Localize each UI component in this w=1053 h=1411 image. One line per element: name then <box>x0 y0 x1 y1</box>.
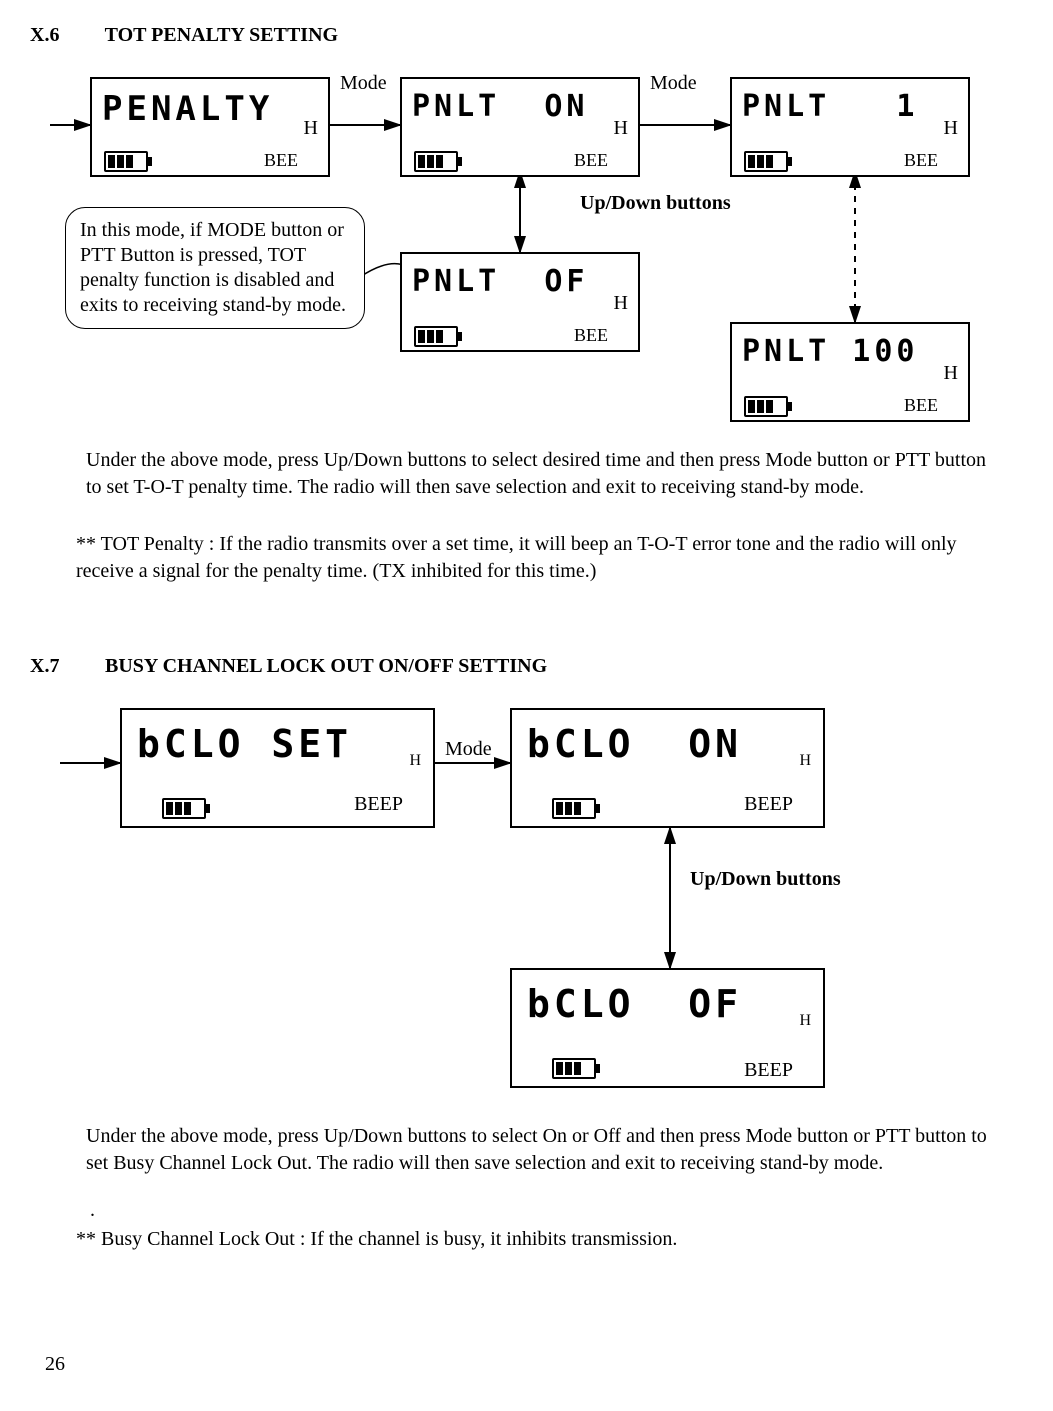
section-x7-number: X.7 <box>30 655 100 678</box>
mode-label-1: Mode <box>340 72 387 95</box>
lcd-bclo-on: bCLO ON H BEEP <box>510 708 825 828</box>
lcd-pnlt-100-h: H <box>944 362 958 385</box>
section-x6-heading: X.6 TOT PENALTY SETTING <box>30 24 1023 47</box>
lcd-pnlt-on-h: H <box>614 117 628 140</box>
updown-label-x7: Up/Down buttons <box>690 868 841 891</box>
mode-label-x7: Mode <box>445 738 492 761</box>
section-x7-heading: X.7 BUSY CHANNEL LOCK OUT ON/OFF SETTING <box>30 655 1023 678</box>
battery-icon <box>162 798 206 819</box>
note-x7: ** Busy Channel Lock Out : If the channe… <box>76 1226 993 1253</box>
lcd-bclo-set-sub: BEEP <box>354 793 403 816</box>
para-x6-1: Under the above mode, press Up/Down butt… <box>86 447 993 501</box>
battery-icon <box>104 151 148 172</box>
lcd-penalty-text: PENALTY <box>102 89 273 129</box>
diagram-x7: bCLO SET H BEEP Mode bCLO ON H BEEP Up/D… <box>30 698 1023 1098</box>
lcd-bclo-on-sub: BEEP <box>744 793 793 816</box>
lcd-bclo-of-sub: BEEP <box>744 1059 793 1082</box>
lcd-pnlt-of-text: PNLT OF <box>412 264 589 299</box>
mode-label-2: Mode <box>650 72 697 95</box>
lcd-pnlt-on-sub: BEE <box>574 150 608 171</box>
lcd-pnlt-of-sub: BEE <box>574 325 608 346</box>
lcd-bclo-of-text: bCLO OF <box>527 982 742 1026</box>
para-x7-1: Under the above mode, press Up/Down butt… <box>86 1123 993 1177</box>
battery-icon <box>744 396 788 417</box>
lcd-penalty-sub: BEE <box>264 150 298 171</box>
lcd-bclo-set: bCLO SET H BEEP <box>120 708 435 828</box>
note-x6: ** TOT Penalty : If the radio transmits … <box>76 531 993 585</box>
lcd-pnlt-1-text: PNLT 1 <box>742 89 919 124</box>
updown-label-x6: Up/Down buttons <box>580 192 731 215</box>
lcd-pnlt-of: PNLT OF H BEE <box>400 252 640 352</box>
lcd-bclo-of-h: H <box>799 1012 811 1030</box>
lcd-pnlt-of-h: H <box>614 292 628 315</box>
lcd-penalty-h: H <box>304 117 318 140</box>
lcd-bclo-on-h: H <box>799 752 811 770</box>
lcd-pnlt-1: PNLT 1 H BEE <box>730 77 970 177</box>
battery-icon <box>744 151 788 172</box>
diagram-x6: PENALTY H BEE Mode PNLT ON H BEE Mode PN… <box>30 67 1023 427</box>
callout-x6-text: In this mode, if MODE button or PTT Butt… <box>80 219 346 316</box>
battery-icon <box>414 326 458 347</box>
battery-icon <box>552 1058 596 1079</box>
lcd-pnlt-on-text: PNLT ON <box>412 89 589 124</box>
battery-icon <box>552 798 596 819</box>
lcd-pnlt-100-text: PNLT 100 <box>742 334 919 369</box>
page-number: 26 <box>45 1353 1038 1376</box>
lcd-pnlt-100-sub: BEE <box>904 395 938 416</box>
lcd-bclo-set-h: H <box>409 752 421 770</box>
lcd-bclo-on-text: bCLO ON <box>527 722 742 766</box>
battery-icon <box>414 151 458 172</box>
lcd-pnlt-100: PNLT 100 H BEE <box>730 322 970 422</box>
lcd-bclo-set-text: bCLO SET <box>137 722 352 766</box>
lcd-bclo-of: bCLO OF H BEEP <box>510 968 825 1088</box>
callout-x6: In this mode, if MODE button or PTT Butt… <box>65 207 365 329</box>
section-x7-title: BUSY CHANNEL LOCK OUT ON/OFF SETTING <box>105 655 547 677</box>
section-x6-title: TOT PENALTY SETTING <box>105 24 338 46</box>
lcd-pnlt-1-sub: BEE <box>904 150 938 171</box>
section-x6-number: X.6 <box>30 24 100 47</box>
dot-line-x7: . <box>90 1197 993 1224</box>
lcd-pnlt-on: PNLT ON H BEE <box>400 77 640 177</box>
lcd-penalty: PENALTY H BEE <box>90 77 330 177</box>
lcd-pnlt-1-h: H <box>944 117 958 140</box>
note-x6-prefix: ** TOT Penalty : <box>76 533 214 555</box>
